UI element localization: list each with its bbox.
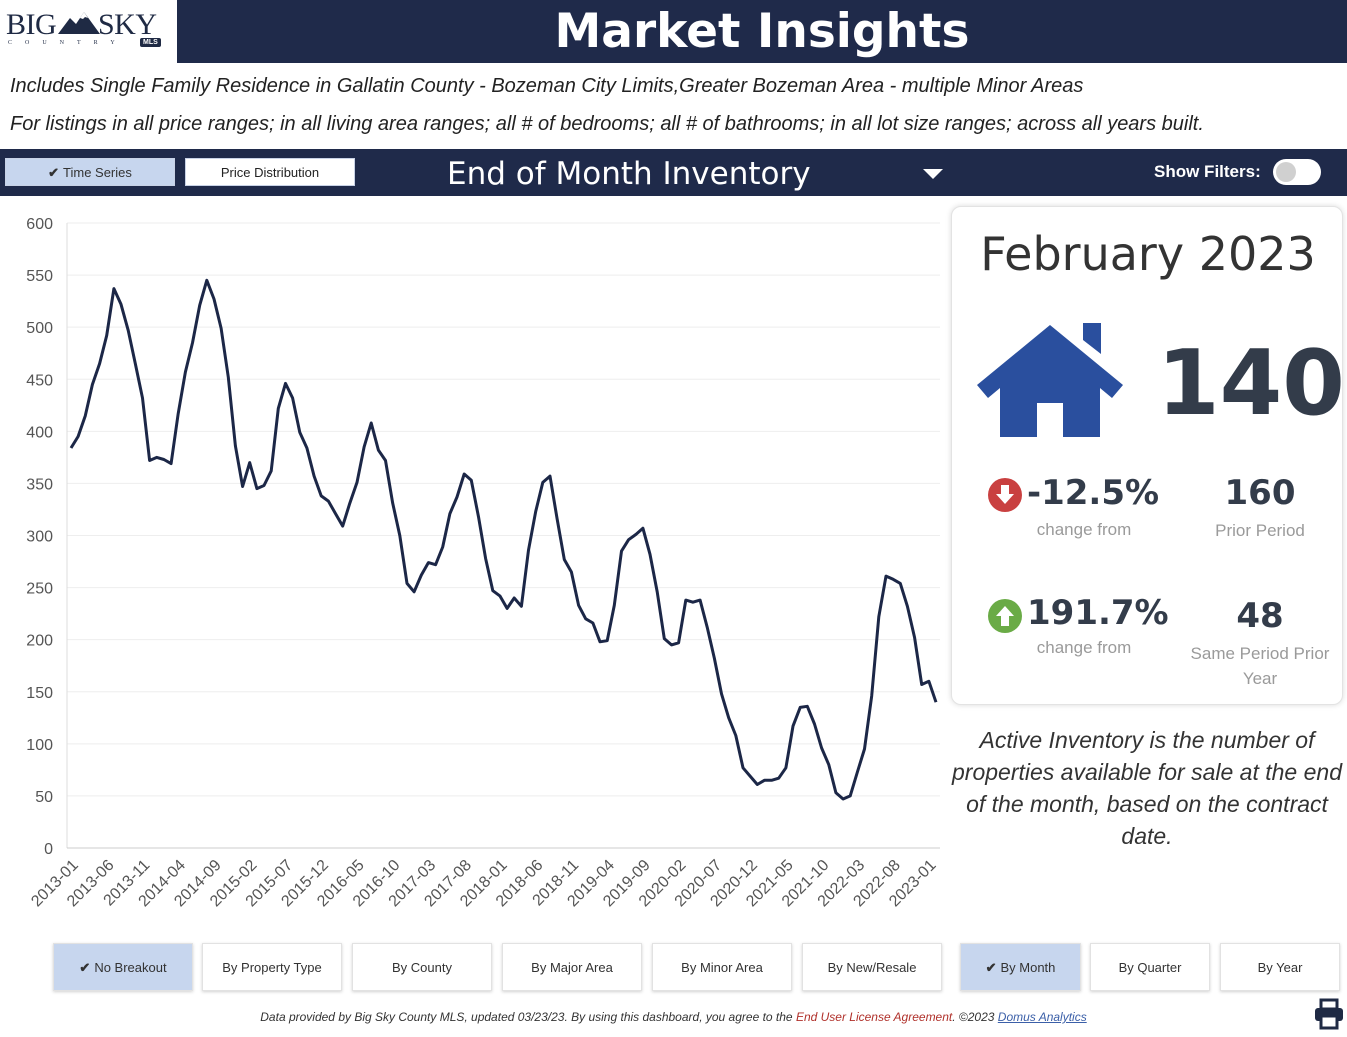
- logo-big-text: BIG: [6, 8, 57, 41]
- chevron-down-icon: [923, 169, 943, 179]
- change-year-label: change from: [1036, 638, 1132, 657]
- domus-analytics-link[interactable]: Domus Analytics: [997, 1010, 1087, 1024]
- show-filters-toggle[interactable]: [1273, 159, 1321, 185]
- no-breakout-button[interactable]: ✔ No Breakout: [53, 943, 193, 991]
- logo-sky-text: SKY: [98, 8, 157, 41]
- check-icon: ✔: [79, 960, 91, 975]
- by-property-type-label: By Property Type: [222, 960, 322, 975]
- by-major-area-button[interactable]: By Major Area: [502, 943, 642, 991]
- by-minor-area-button[interactable]: By Minor Area: [652, 943, 792, 991]
- by-month-button[interactable]: ✔ By Month: [960, 943, 1081, 991]
- y-tick-label: 250: [26, 581, 53, 598]
- same-period-prior-year-label: Same Period Prior Year: [1190, 644, 1330, 688]
- print-icon[interactable]: [1313, 998, 1345, 1030]
- page-title: Market Insights: [554, 4, 970, 59]
- by-new-resale-button[interactable]: By New/Resale: [802, 943, 942, 991]
- metric-selected-value: End of Month Inventory: [447, 156, 811, 192]
- time-series-label: Time Series: [63, 165, 132, 180]
- big-sky-logo[interactable]: BIG SKY COUNTRY MLS: [0, 0, 175, 63]
- inventory-series-line: [69, 278, 938, 801]
- by-county-label: By County: [392, 960, 452, 975]
- check-icon: ✔: [48, 165, 60, 180]
- show-filters-label: Show Filters:: [1154, 162, 1261, 181]
- footer-text: Data provided by Big Sky County MLS, upd…: [260, 1010, 796, 1024]
- by-quarter-label: By Quarter: [1118, 960, 1182, 975]
- change-prior-label: change from: [1036, 520, 1132, 539]
- y-tick-label: 500: [26, 320, 53, 337]
- y-tick-label: 400: [26, 424, 53, 441]
- y-tick-label: 300: [26, 529, 53, 546]
- inventory-value: 140: [1157, 331, 1345, 436]
- footer: Data provided by Big Sky County MLS, upd…: [0, 1010, 1347, 1024]
- toggle-knob: [1276, 162, 1296, 182]
- toolbar: ✔ Time Series Price Distribution End of M…: [0, 149, 1347, 196]
- eula-link[interactable]: End User License Agreement: [795, 1010, 953, 1024]
- by-minor-area-label: By Minor Area: [681, 960, 763, 975]
- arrow-down-icon: [988, 478, 1022, 512]
- y-tick-label: 150: [26, 685, 53, 702]
- by-quarter-button[interactable]: By Quarter: [1090, 943, 1210, 991]
- y-tick-label: 50: [35, 789, 53, 806]
- same-period-prior-year-value: 48: [1236, 596, 1284, 636]
- y-tick-label: 200: [26, 633, 53, 650]
- by-year-label: By Year: [1257, 960, 1303, 975]
- logo-subtext: COUNTRY: [8, 40, 128, 46]
- by-major-area-label: By Major Area: [531, 960, 613, 975]
- change-year-percent: 191.7%: [1027, 593, 1169, 633]
- prior-period-label: Prior Period: [1215, 521, 1305, 540]
- header: BIG SKY COUNTRY MLS Market Insights: [0, 0, 1347, 63]
- mountain-icon: [58, 12, 100, 34]
- logo-mls-badge: MLS: [140, 38, 161, 47]
- by-year-button[interactable]: By Year: [1220, 943, 1340, 991]
- check-icon: ✔: [985, 960, 997, 975]
- y-tick-label: 550: [26, 268, 53, 285]
- y-tick-label: 0: [44, 841, 53, 858]
- y-tick-label: 450: [26, 372, 53, 389]
- metric-explanation: Active Inventory is the number of proper…: [952, 727, 1342, 849]
- y-tick-label: 100: [26, 737, 53, 754]
- metric-dropdown[interactable]: End of Month Inventory: [430, 153, 950, 193]
- change-prior-percent: -12.5%: [1027, 473, 1160, 513]
- by-property-type-button[interactable]: By Property Type: [202, 943, 342, 991]
- house-icon: [977, 323, 1123, 437]
- by-county-button[interactable]: By County: [352, 943, 492, 991]
- price-distribution-label: Price Distribution: [220, 165, 320, 180]
- prior-period-value: 160: [1224, 473, 1296, 513]
- price-distribution-button[interactable]: Price Distribution: [185, 158, 355, 186]
- by-month-label: By Month: [1000, 960, 1056, 975]
- by-new-resale-label: By New/Resale: [827, 960, 917, 975]
- filter-description-2: For listings in all price ranges; in all…: [10, 113, 1204, 135]
- chart-svg: 0501001502002503003504004505005506002013…: [26, 216, 940, 910]
- title-bar: Market Insights: [177, 0, 1347, 63]
- y-tick-label: 600: [26, 216, 53, 233]
- arrow-up-icon: [988, 599, 1022, 633]
- summary-month: February 2023: [980, 227, 1316, 281]
- inventory-line-chart: 0 50 100 150 200 250 300 350 400 450 500 550 600 2013…: [0, 200, 950, 930]
- time-series-button[interactable]: ✔ Time Series: [5, 158, 175, 186]
- no-breakout-label: No Breakout: [94, 960, 167, 975]
- y-tick-label: 350: [26, 476, 53, 493]
- footer-copyright: . ©2023: [952, 1010, 998, 1024]
- filter-description-1: Includes Single Family Residence in Gall…: [10, 75, 1084, 97]
- summary-card: February 2023 140 -12.5% change from 160…: [951, 206, 1345, 705]
